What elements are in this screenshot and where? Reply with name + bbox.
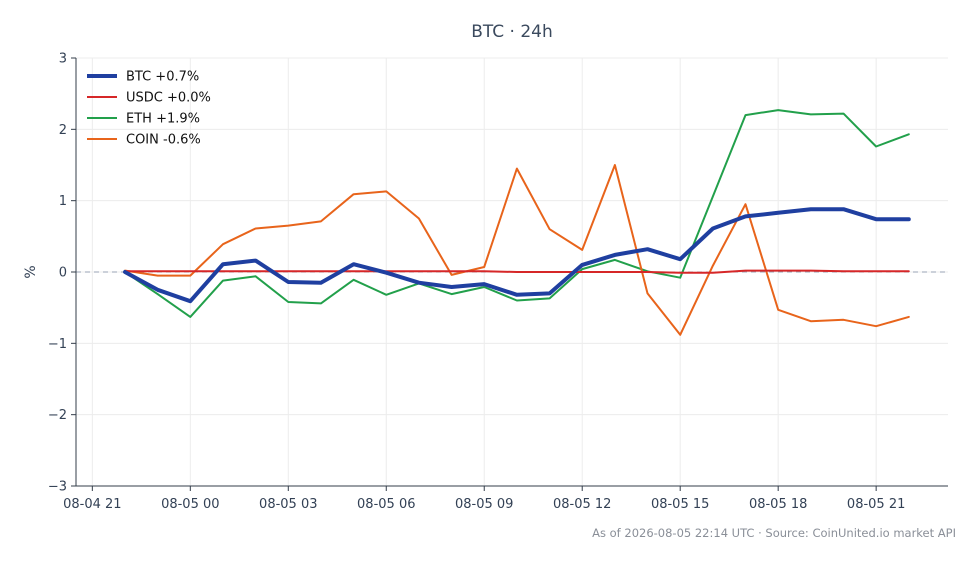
x-tick-label: 08-04 21 xyxy=(63,497,121,512)
y-tick-label: −1 xyxy=(48,337,67,352)
x-tick-label: 08-05 06 xyxy=(357,497,415,512)
y-tick-label: 0 xyxy=(59,266,67,281)
series-line-0 xyxy=(123,207,911,304)
x-tick-label: 08-05 21 xyxy=(847,497,905,512)
x-tick-label: 08-05 18 xyxy=(749,497,807,512)
legend-label: ETH +1.9% xyxy=(126,112,200,127)
series-layer xyxy=(123,109,911,336)
series-line-2 xyxy=(124,109,910,318)
x-tick-label: 08-05 15 xyxy=(651,497,709,512)
x-tick-label: 08-05 12 xyxy=(553,497,611,512)
series-line-3 xyxy=(124,164,910,336)
y-tick-label: −3 xyxy=(48,480,67,495)
y-axis-label: % xyxy=(23,265,39,278)
y-tick-label: 1 xyxy=(59,194,67,209)
x-tick-label: 08-05 00 xyxy=(161,497,219,512)
y-tick-label: −2 xyxy=(48,408,67,423)
source-note: As of 2026-08-05 22:14 UTC · Source: Coi… xyxy=(592,526,956,540)
legend: BTC +0.7% USDC +0.0% ETH +1.9% COIN -0.6% xyxy=(87,70,211,148)
legend-label: USDC +0.0% xyxy=(126,91,211,106)
y-tick-label: 2 xyxy=(59,123,67,138)
y-tick-label: 3 xyxy=(59,52,67,67)
x-tick-label: 08-05 09 xyxy=(455,497,513,512)
chart-title: BTC · 24h xyxy=(471,22,553,42)
series-line-1 xyxy=(124,269,910,274)
x-axis-ticks: 08-04 21 08-05 00 08-05 03 08-05 06 08-05 09… xyxy=(63,486,905,512)
x-tick-label: 08-05 03 xyxy=(259,497,317,512)
y-axis-ticks: −3 −2 −1 0 1 2 3 xyxy=(48,52,76,495)
legend-label: COIN -0.6% xyxy=(126,133,201,148)
legend-label: BTC +0.7% xyxy=(126,70,199,85)
